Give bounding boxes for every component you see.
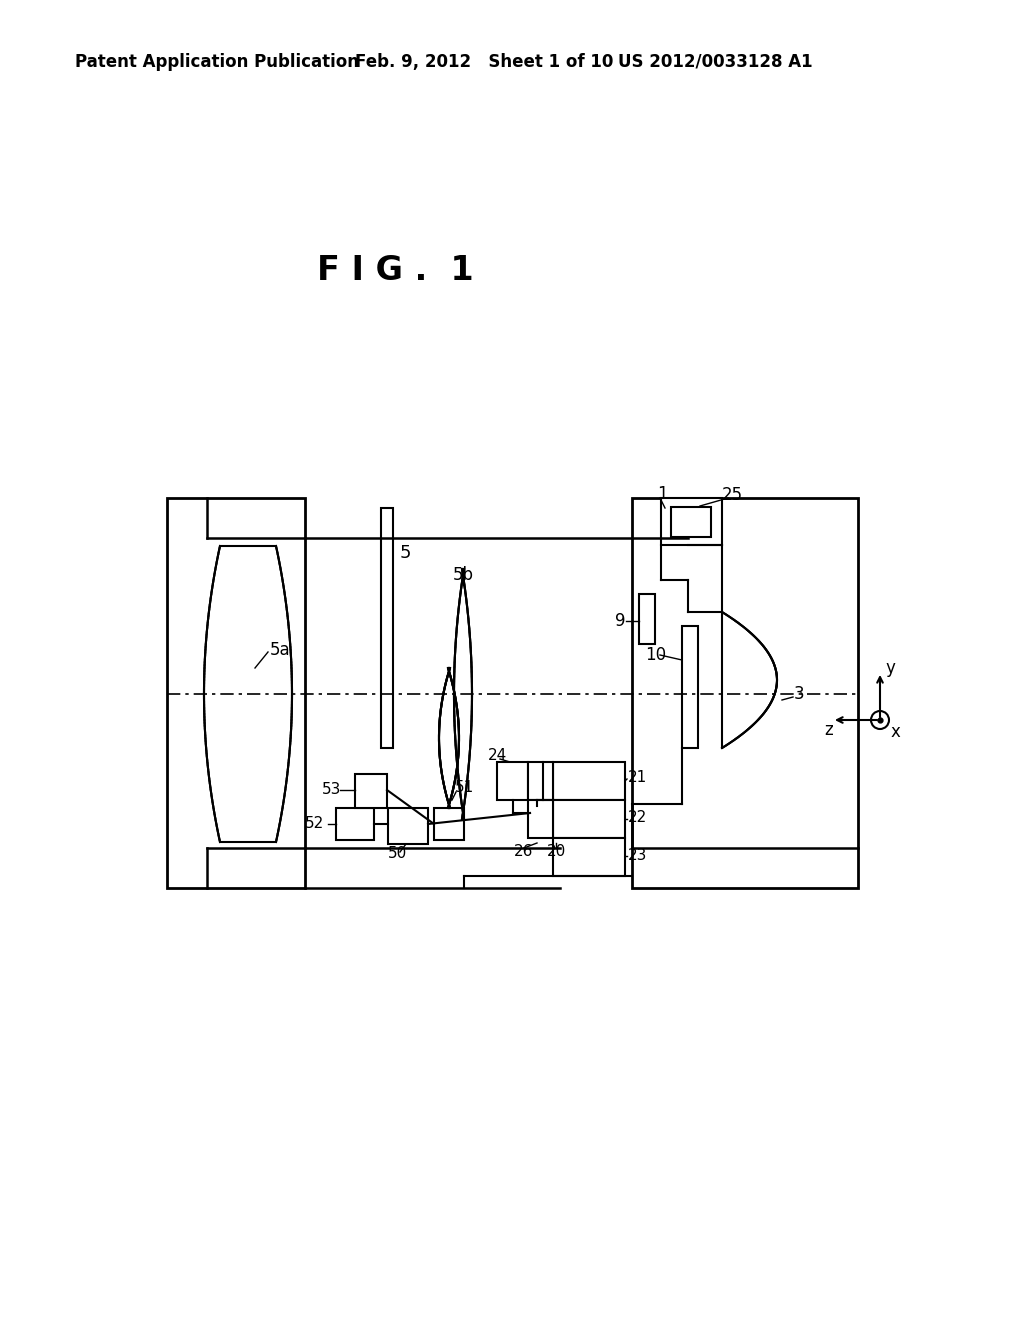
Bar	[530, 807, 543, 818]
Bar	[682, 626, 698, 748]
Bar	[336, 808, 374, 840]
Text: US 2012/0033128 A1: US 2012/0033128 A1	[618, 53, 813, 71]
Text: 52: 52	[305, 817, 325, 832]
Bar	[671, 507, 711, 537]
Text: z: z	[824, 721, 833, 739]
Bar	[553, 762, 625, 800]
Bar	[632, 498, 858, 888]
Text: 20: 20	[547, 845, 565, 859]
Text: 3: 3	[794, 685, 805, 704]
Text: 51: 51	[455, 780, 474, 796]
Bar	[662, 498, 722, 545]
Bar	[553, 800, 625, 838]
Bar	[381, 508, 393, 748]
Text: 50: 50	[388, 846, 408, 862]
Text: F I G .  1: F I G . 1	[316, 253, 473, 286]
Text: 5: 5	[400, 544, 412, 562]
Bar	[388, 808, 428, 843]
Text: 9: 9	[615, 612, 626, 630]
Text: 21: 21	[628, 771, 647, 785]
Text: y: y	[885, 659, 895, 677]
Bar	[434, 808, 464, 840]
Bar	[528, 800, 553, 838]
Text: 23: 23	[628, 847, 647, 862]
Text: 26: 26	[514, 845, 534, 859]
Text: x: x	[891, 723, 901, 741]
Text: 5b: 5b	[453, 566, 473, 583]
Text: 24: 24	[488, 748, 507, 763]
Bar	[167, 498, 305, 888]
Text: 25: 25	[722, 486, 743, 504]
Bar	[355, 774, 387, 808]
Bar	[639, 594, 655, 644]
Text: Patent Application Publication: Patent Application Publication	[75, 53, 359, 71]
Text: 1: 1	[657, 484, 668, 503]
Text: 10: 10	[645, 645, 667, 664]
Bar	[497, 762, 528, 800]
Text: 22: 22	[628, 810, 647, 825]
Text: Feb. 9, 2012   Sheet 1 of 10: Feb. 9, 2012 Sheet 1 of 10	[355, 53, 613, 71]
Text: 5a: 5a	[270, 642, 291, 659]
Bar	[528, 762, 553, 800]
Bar	[553, 838, 625, 876]
Text: 53: 53	[322, 783, 341, 797]
